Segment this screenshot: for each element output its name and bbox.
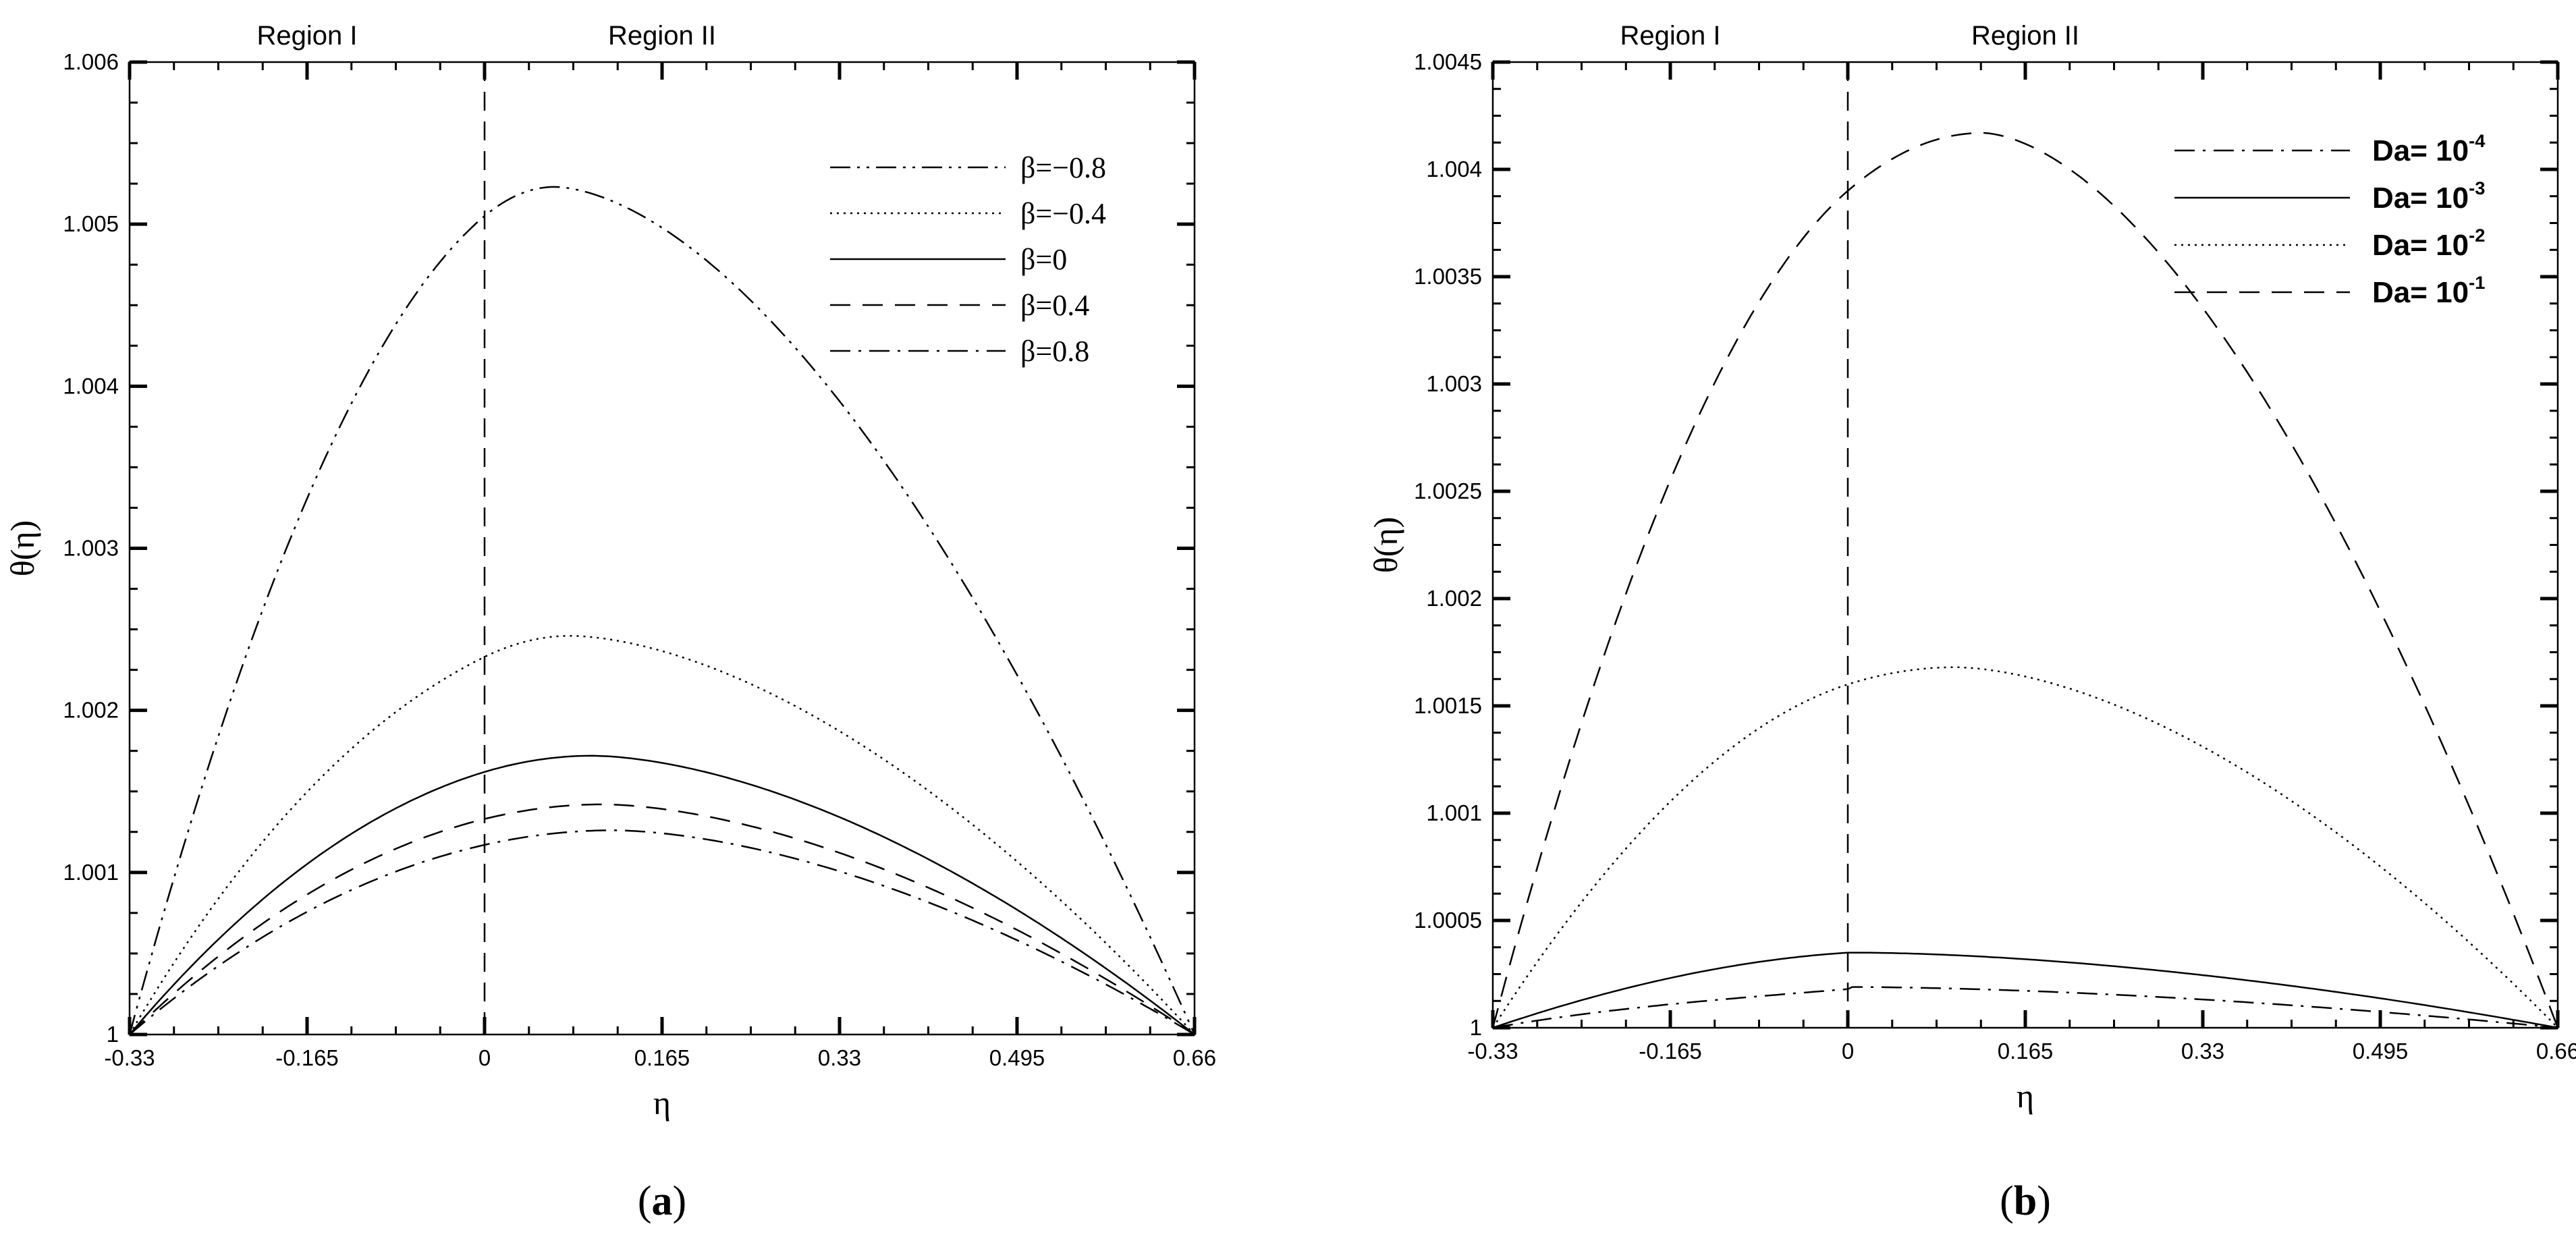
x-tick-label-b: 0.495 [2353, 1039, 2409, 1064]
chart-panel-b: -0.33 -0.165 0 0.165 0.33 0.495 0.66 1 1.0005 1.0… [1367, 21, 2576, 1224]
x-tick-label-a: 0 [478, 1045, 491, 1070]
x-tick-label-a: 0.165 [634, 1045, 690, 1070]
x-tick-label-a: 0.33 [818, 1045, 861, 1070]
y-axis-label-b: θ(η) [1367, 517, 1404, 573]
x-tick-label-b: -0.165 [1639, 1039, 1702, 1064]
y-tick-label-a: 1.005 [63, 211, 119, 236]
panel-caption-b: (b) [2000, 1178, 2051, 1224]
legend-label-a-0: β=−0.8 [1020, 151, 1106, 184]
x-tick-label-b: 0 [1842, 1039, 1854, 1064]
y-tick-label-b: 1.0045 [1414, 49, 1482, 74]
y-tick-label-b: 1.0015 [1414, 693, 1482, 718]
panel-caption-letter-a: a [652, 1178, 673, 1224]
x-tick-label-a: -0.33 [104, 1045, 155, 1070]
x-tick-label-b: 0.33 [2181, 1039, 2224, 1064]
x-tick-label-a: 0.495 [989, 1045, 1045, 1070]
region-label-b: Region II [1971, 21, 2079, 51]
legend-label-b-3: Da= 10-1 [2372, 272, 2485, 309]
series-line-b-2 [1491, 666, 2558, 1028]
x-tick-label-b: 0.165 [1998, 1039, 2054, 1064]
x-axis-label-a: η [653, 1084, 671, 1122]
y-axis-label-a: θ(η) [3, 520, 41, 576]
y-tick-label-b: 1.002 [1426, 586, 1482, 611]
y-tick-label-b: 1.0035 [1414, 264, 1482, 289]
region-label-a: Region II [608, 21, 716, 51]
y-tick-label-b: 1.0005 [1414, 908, 1482, 933]
legend-label-b-1: Da= 10-3 [2372, 177, 2485, 215]
panel-caption-a: (a) [638, 1178, 686, 1224]
series-line-b-1 [1492, 952, 2558, 1029]
y-tick-label-a: 1.004 [63, 373, 119, 398]
y-tick-label-a: 1.002 [63, 698, 119, 723]
x-tick-label-b: 0.66 [2536, 1039, 2576, 1064]
y-tick-label-b: 1.001 [1426, 800, 1482, 825]
x-tick-label-a: 0.66 [1173, 1045, 1216, 1070]
y-tick-label-b: 1.003 [1426, 371, 1482, 396]
series-line-a-2 [129, 754, 1195, 1035]
series-line-a-0 [128, 186, 1196, 1035]
y-tick-label-a: 1.001 [63, 860, 119, 885]
series-line-b-0 [1492, 986, 2558, 1029]
chart-panel-a: -0.33 -0.165 0 0.165 0.33 0.495 0.66 1 1.001 1.00… [3, 21, 1216, 1224]
series-line-b-3 [1491, 132, 2559, 1028]
legend-label-a-2: β=0 [1020, 243, 1067, 276]
legend-label-b-2: Da= 10-2 [2372, 225, 2485, 262]
series-line-a-4 [129, 829, 1195, 1036]
x-tick-label-a: -0.165 [275, 1045, 339, 1070]
y-tick-label-a: 1.006 [63, 49, 119, 74]
y-tick-label-b: 1 [1470, 1015, 1482, 1040]
series-line-a-3 [129, 803, 1195, 1036]
y-tick-label-b: 1.004 [1426, 157, 1482, 182]
y-tick-label-b: 1.0025 [1414, 478, 1482, 503]
region-label-a: Region I [257, 21, 358, 51]
x-tick-label-b: -0.33 [1467, 1039, 1518, 1064]
y-tick-label-a: 1.003 [63, 536, 119, 561]
legend-label-a-3: β=0.4 [1020, 289, 1089, 322]
legend-label-a-1: β=−0.4 [1020, 197, 1106, 230]
legend-label-a-4: β=0.8 [1020, 335, 1089, 368]
x-axis-label-b: η [2017, 1077, 2034, 1115]
region-label-b: Region I [1620, 21, 1721, 51]
legend-label-b-0: Da= 10-4 [2372, 130, 2486, 167]
panel-caption-letter-b: b [2014, 1178, 2037, 1224]
y-tick-label-a: 1 [107, 1022, 119, 1047]
